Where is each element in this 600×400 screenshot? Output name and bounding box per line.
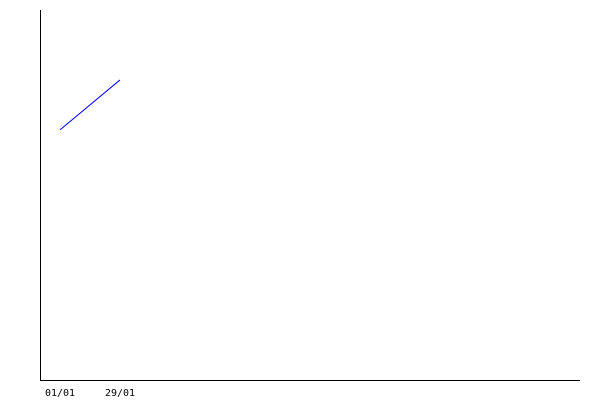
x-tick-label: 29/01 — [105, 388, 135, 399]
x-tick-label: 01/01 — [45, 388, 75, 399]
series-line — [59, 79, 121, 131]
